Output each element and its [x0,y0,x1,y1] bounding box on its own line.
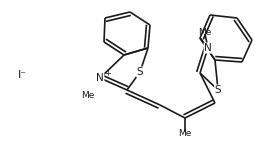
Text: N: N [96,73,104,83]
Text: S: S [215,85,221,95]
Text: I⁻: I⁻ [18,70,27,80]
Text: N: N [204,43,212,53]
Text: Me: Me [178,129,192,138]
Text: S: S [137,67,143,77]
Text: Me: Me [198,28,212,37]
Text: Me: Me [81,91,95,101]
Text: +: + [104,69,112,78]
